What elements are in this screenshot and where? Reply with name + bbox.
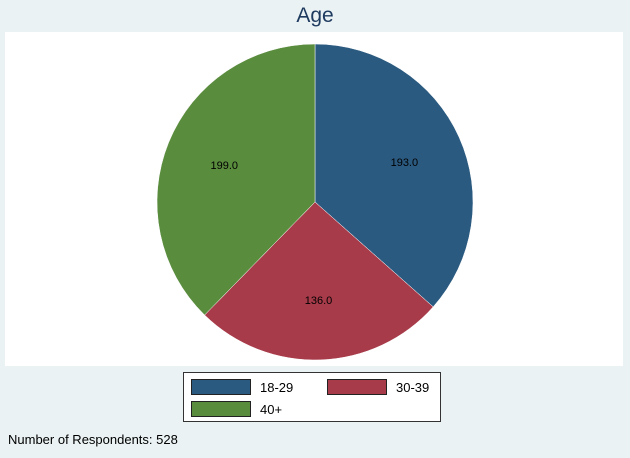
respondents-footnote: Number of Respondents: 528: [8, 432, 178, 447]
legend-label-40plus: 40+: [260, 401, 283, 417]
legend-label-30-39: 30-39: [396, 379, 430, 395]
pie-slice-30-39: [204, 201, 434, 361]
legend-swatch-18-29: [191, 379, 251, 395]
pie-slice-18-29: [314, 43, 474, 308]
pie-chart: 193.0 136.0 199.0: [156, 43, 474, 361]
legend-item-40plus: 40+: [191, 401, 282, 417]
legend-item-18-29: 18-29: [191, 379, 293, 395]
slice-value-label-40plus: 199.0: [211, 160, 239, 172]
plot-area: 193.0 136.0 199.0: [5, 32, 623, 366]
legend-item-30-39: 30-39: [327, 379, 429, 395]
legend-label-18-29: 18-29: [260, 379, 294, 395]
legend: 18-29 30-39 40+: [183, 372, 441, 422]
slice-value-label-30-39: 136.0: [305, 295, 333, 307]
legend-swatch-30-39: [327, 379, 387, 395]
legend-swatch-40plus: [191, 401, 251, 417]
pie-slice-40plus: [156, 43, 316, 316]
slice-value-label-18-29: 193.0: [391, 157, 419, 169]
chart-title: Age: [296, 4, 334, 27]
